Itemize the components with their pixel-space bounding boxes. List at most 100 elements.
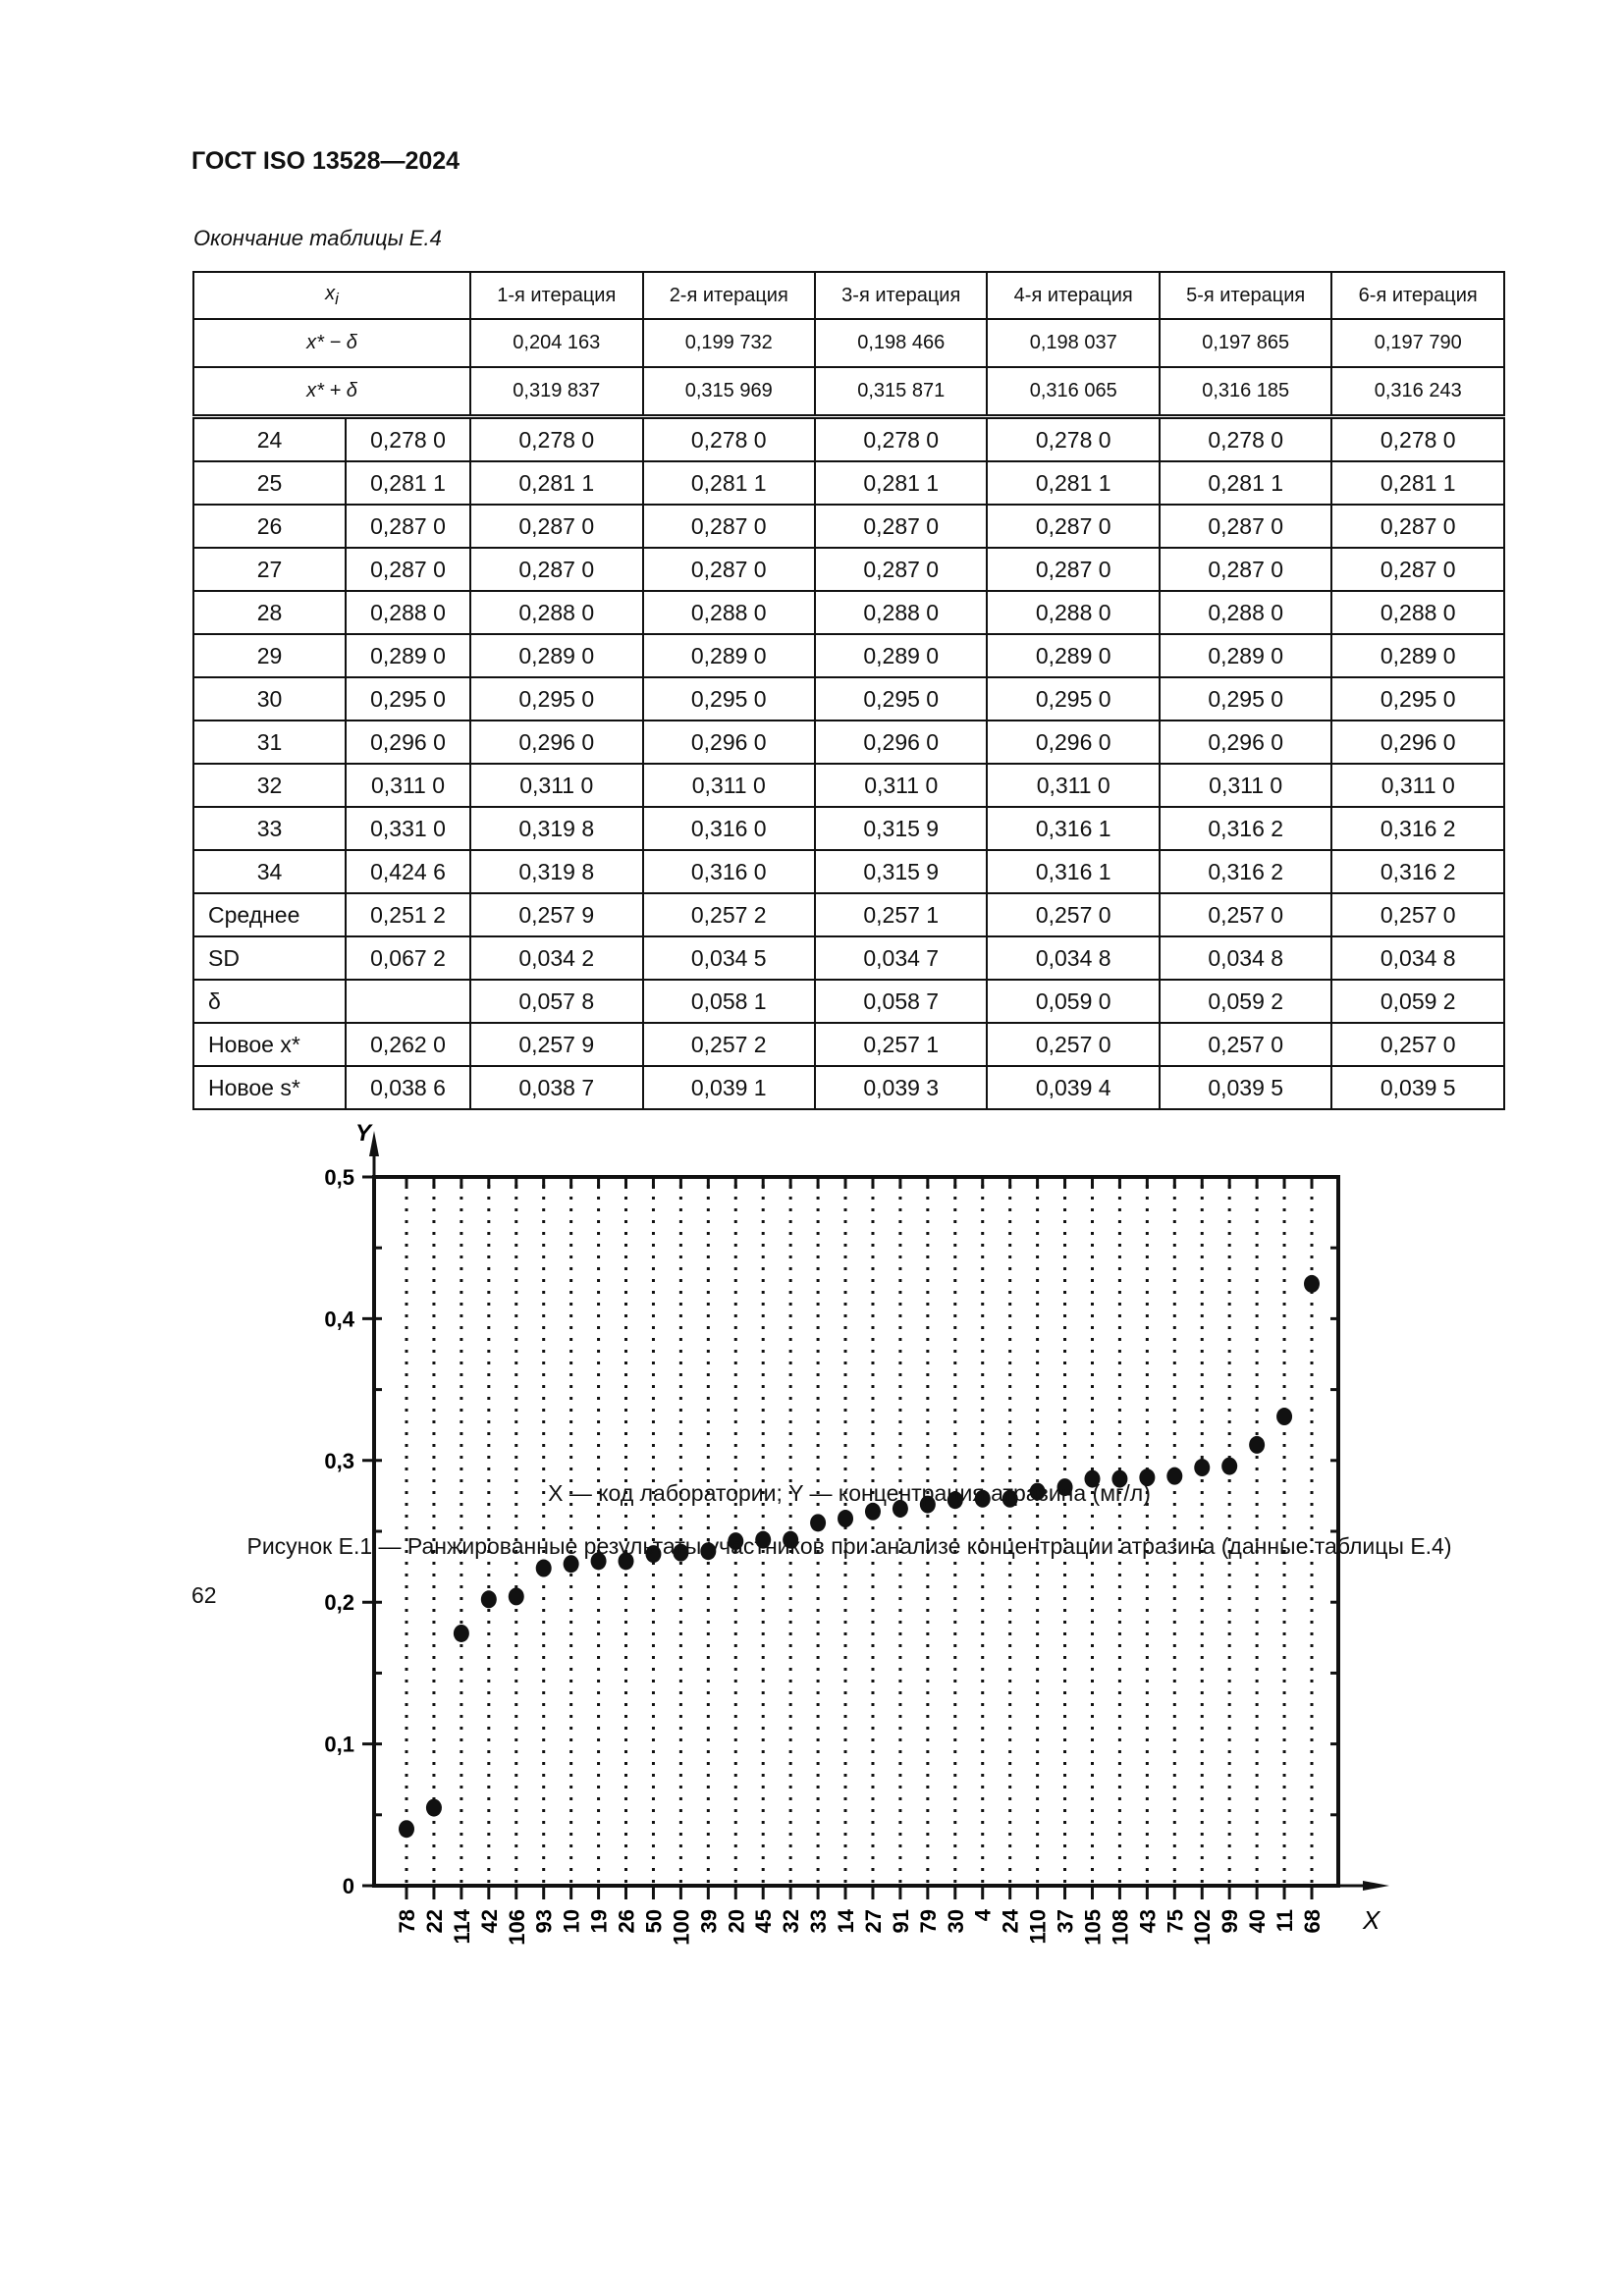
stats-value: 0,257 2 <box>641 892 816 937</box>
stats-value: 0,059 0 <box>986 979 1161 1024</box>
row-iteration-value: 0,289 0 <box>1158 633 1333 678</box>
xi-symbol: x <box>325 282 336 304</box>
data-point <box>783 1530 799 1549</box>
header-iteration: 3-я итерация <box>813 271 989 320</box>
data-point <box>1029 1482 1046 1501</box>
header-iteration: 1-я итерация <box>469 271 644 320</box>
row-iteration-value: 0,319 8 <box>469 806 644 851</box>
x-tick-label: 37 <box>1054 1909 1078 1933</box>
stats-value: 0,034 5 <box>641 935 816 981</box>
stats-label: δ <box>192 979 347 1024</box>
row-iteration-value: 0,288 0 <box>641 590 816 635</box>
x-tick-label: 11 <box>1272 1909 1297 1932</box>
x-tick-label: 42 <box>477 1909 502 1933</box>
header-iteration: 2-я итерация <box>641 271 816 320</box>
row-iteration-value: 0,319 8 <box>469 849 644 894</box>
y-axis-arrow-icon <box>369 1131 379 1156</box>
stats-value: 0,059 2 <box>1330 979 1505 1024</box>
stats-value: 0,034 8 <box>1330 935 1505 981</box>
row-iteration-value: 0,311 0 <box>813 763 989 808</box>
x-tick-label: 22 <box>422 1909 447 1933</box>
y-tick-label: 0 <box>343 1874 354 1898</box>
row-xi: 0,296 0 <box>344 720 472 765</box>
y-tick-label: 0,2 <box>324 1590 354 1615</box>
data-point <box>947 1491 963 1510</box>
header-iteration: 4-я итерация <box>986 271 1161 320</box>
row-iteration-value: 0,278 0 <box>469 415 644 462</box>
data-point <box>399 1820 414 1839</box>
stats-value: 0,034 8 <box>1158 935 1333 981</box>
stats-value: 0,059 2 <box>1158 979 1333 1024</box>
y-tick-label: 0,5 <box>324 1165 354 1190</box>
data-point <box>1221 1457 1238 1475</box>
stats-row: δ 0,057 8 0,058 1 0,058 7 0,059 0 0,059 2 0,05… <box>192 979 1505 1024</box>
stats-value: 0,257 0 <box>1330 1022 1505 1067</box>
row-xi: 0,295 0 <box>344 676 472 721</box>
data-point <box>1249 1435 1266 1454</box>
table-row: 25 0,281 1 0,281 1 0,281 1 0,281 1 0,281 1 0,2… <box>192 460 1505 506</box>
stats-label: Новое s* <box>192 1065 347 1110</box>
data-point <box>1166 1467 1183 1485</box>
stats-row: Среднее 0,251 2 0,257 9 0,257 2 0,257 1 0,257… <box>192 892 1505 937</box>
data-point <box>535 1559 552 1577</box>
table-row: 26 0,287 0 0,287 0 0,287 0 0,287 0 0,287 0 0,2… <box>192 504 1505 549</box>
row-iteration-value: 0,287 0 <box>986 504 1161 549</box>
plot-frame <box>372 1175 1340 1888</box>
data-point <box>1139 1468 1156 1487</box>
row-number: 25 <box>192 460 347 506</box>
data-point <box>618 1552 634 1571</box>
y-tick-label: 0,1 <box>324 1733 354 1757</box>
data-point <box>810 1514 827 1532</box>
row-iteration-value: 0,287 0 <box>813 547 989 592</box>
stats-value: 0,034 8 <box>986 935 1161 981</box>
data-point <box>645 1545 662 1564</box>
row-number: 29 <box>192 633 347 678</box>
stats-xi: 0,251 2 <box>344 892 472 937</box>
stats-value: 0,257 0 <box>1158 1022 1333 1067</box>
data-point <box>919 1495 936 1514</box>
data-point <box>590 1552 607 1571</box>
x-tick-label: 106 <box>505 1909 529 1946</box>
stats-xi: 0,262 0 <box>344 1022 472 1067</box>
bound-value: 0,198 037 <box>986 318 1161 368</box>
bound-label: x* + δ <box>191 366 472 419</box>
data-point <box>1276 1408 1293 1426</box>
row-iteration-value: 0,288 0 <box>813 590 989 635</box>
data-point <box>508 1587 524 1606</box>
row-iteration-value: 0,287 0 <box>986 547 1161 592</box>
row-iteration-value: 0,295 0 <box>986 676 1161 721</box>
x-tick-label: 19 <box>587 1909 612 1933</box>
x-tick-label: 99 <box>1218 1909 1242 1933</box>
table-row: 34 0,424 6 0,319 8 0,316 0 0,315 9 0,316 1 0,3… <box>192 849 1505 894</box>
data-point <box>864 1502 881 1521</box>
row-iteration-value: 0,288 0 <box>469 590 644 635</box>
stats-row: Новое x* 0,262 0 0,257 9 0,257 2 0,257 1 0,25… <box>192 1022 1505 1067</box>
data-point <box>1084 1469 1101 1488</box>
y-tick-label: 0,3 <box>324 1449 354 1473</box>
data-point <box>838 1510 854 1528</box>
bound-value: 0,319 837 <box>469 366 644 419</box>
stats-value: 0,039 1 <box>641 1065 816 1110</box>
row-iteration-value: 0,281 1 <box>1158 460 1333 506</box>
x-tick-label: 114 <box>450 1908 474 1944</box>
x-tick-label: 20 <box>724 1909 748 1933</box>
row-iteration-value: 0,295 0 <box>469 676 644 721</box>
stats-value: 0,257 0 <box>1158 892 1333 937</box>
row-xi: 0,331 0 <box>344 806 472 851</box>
row-iteration-value: 0,316 1 <box>986 849 1161 894</box>
iteration-table: xi 1-я итерация 2-я итерация 3-я итераци… <box>191 271 1505 1110</box>
stats-label: Среднее <box>192 892 347 937</box>
row-iteration-value: 0,316 2 <box>1330 849 1505 894</box>
bound-value: 0,316 243 <box>1330 366 1505 419</box>
stats-xi: 0,067 2 <box>344 935 472 981</box>
row-iteration-value: 0,281 1 <box>469 460 644 506</box>
stats-row: Новое s* 0,038 6 0,038 7 0,039 1 0,039 3 0,03… <box>192 1065 1505 1110</box>
x-tick-label: 30 <box>944 1909 968 1933</box>
row-iteration-value: 0,287 0 <box>469 547 644 592</box>
x-tick-label: 78 <box>395 1909 419 1933</box>
data-point <box>892 1499 908 1518</box>
bound-value: 0,199 732 <box>641 318 816 368</box>
stats-row: SD 0,067 2 0,034 2 0,034 5 0,034 7 0,034 8 0,0… <box>192 935 1505 981</box>
row-iteration-value: 0,316 1 <box>986 806 1161 851</box>
data-point <box>1304 1274 1320 1293</box>
